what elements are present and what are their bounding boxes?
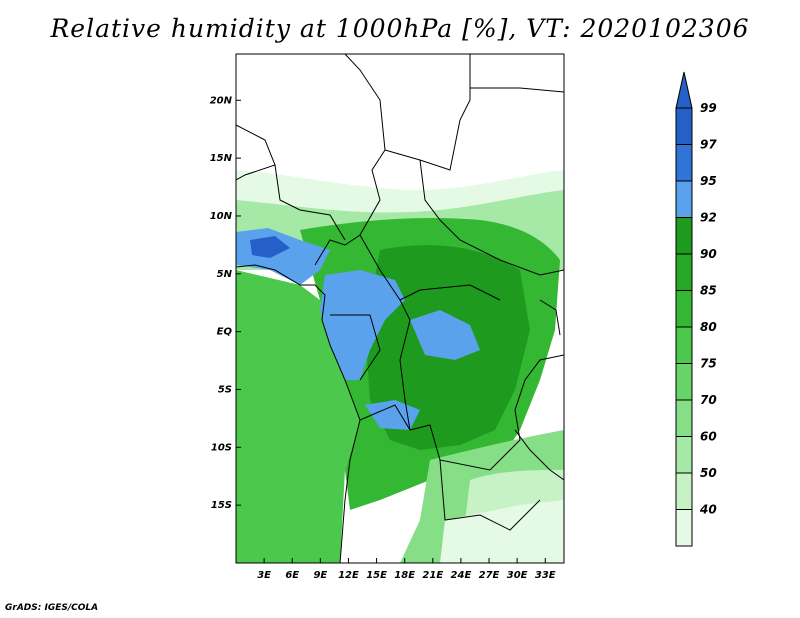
colorbar-label: 85 xyxy=(700,284,717,298)
lon-tick-label: 27E xyxy=(479,570,500,581)
colorbar-segment xyxy=(675,144,693,182)
lon-tick-label: 3E xyxy=(257,570,271,581)
lon-tick-label: 6E xyxy=(285,570,299,581)
latitude-axis: 20N 15N 10N 5N EQ 5S 10S 15S xyxy=(210,95,241,511)
lat-tick-label: EQ xyxy=(217,327,233,338)
humid-patch-congo xyxy=(410,310,480,360)
lat-tick-label: 5N xyxy=(217,269,233,280)
map-frame xyxy=(235,53,565,564)
lat-tick-label: 5S xyxy=(218,384,232,395)
country-borders xyxy=(236,54,564,563)
colorbar-label: 90 xyxy=(700,247,717,261)
colorbar-segment xyxy=(675,107,693,145)
lat-tick-label: 15N xyxy=(210,153,233,164)
colorbar-label: 95 xyxy=(700,174,717,188)
lon-tick-label: 30E xyxy=(507,570,528,581)
credit-label: GrADS: IGES/COLA xyxy=(5,603,99,613)
humidity-field xyxy=(236,54,564,563)
lat-tick-label: 15S xyxy=(211,500,232,511)
very-humid-patch xyxy=(250,236,290,258)
lon-tick-label: 24E xyxy=(451,570,472,581)
colorbar-top-arrow xyxy=(675,71,693,109)
colorbar-label: 97 xyxy=(700,138,717,152)
colorbar-label: 70 xyxy=(700,393,717,407)
longitude-axis: 3E 6E 9E 12E 15E 18E 21E 24E 27E 30E 33E xyxy=(257,558,556,581)
colorbar-segment xyxy=(675,326,693,364)
chart-title: Relative humidity at 1000hPa [%], VT: 20… xyxy=(50,14,750,43)
lat-tick-label: 20N xyxy=(210,95,233,106)
lon-tick-label: 18E xyxy=(394,570,415,581)
colorbar-segment xyxy=(675,363,693,401)
colorbar-segment xyxy=(675,180,693,218)
colorbar-segment xyxy=(675,472,693,510)
lon-tick-label: 12E xyxy=(338,570,359,581)
land-humidity-40 xyxy=(440,500,564,563)
lat-tick-label: 10S xyxy=(211,442,232,453)
colorbar-segment xyxy=(675,509,693,547)
colorbar-segment xyxy=(675,217,693,255)
colorbar-label: 80 xyxy=(700,320,717,334)
colorbar-segment xyxy=(675,399,693,437)
humid-patch-gabon-cameroon xyxy=(320,270,405,380)
lon-tick-label: 21E xyxy=(422,570,443,581)
colorbar-label: 40 xyxy=(699,503,717,517)
colorbar-segment xyxy=(675,253,693,291)
colorbar-label: 75 xyxy=(700,357,717,371)
colorbar-segment xyxy=(675,290,693,328)
colorbar-label: 50 xyxy=(700,466,717,480)
lon-tick-label: 9E xyxy=(313,570,327,581)
colorbar-label: 60 xyxy=(700,430,717,444)
lon-tick-label: 15E xyxy=(366,570,387,581)
colorbar: 99 97 95 92 90 85 80 75 70 60 50 40 xyxy=(675,71,717,547)
lon-tick-label: 33E xyxy=(535,570,556,581)
colorbar-label: 92 xyxy=(700,211,717,225)
colorbar-label: 99 xyxy=(700,101,717,115)
lat-tick-label: 10N xyxy=(210,211,233,222)
colorbar-segment xyxy=(675,436,693,474)
